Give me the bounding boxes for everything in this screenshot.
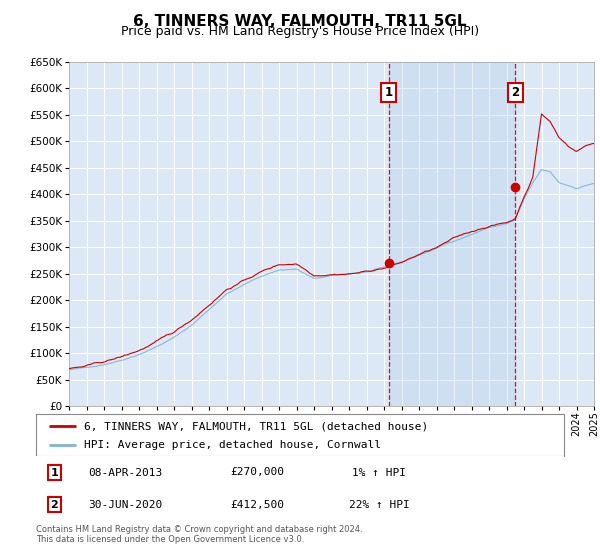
Text: This data is licensed under the Open Government Licence v3.0.: This data is licensed under the Open Gov… — [36, 535, 304, 544]
Text: 22% ↑ HPI: 22% ↑ HPI — [349, 500, 410, 510]
Text: 2: 2 — [50, 500, 58, 510]
Text: 30-JUN-2020: 30-JUN-2020 — [89, 500, 163, 510]
Text: 08-APR-2013: 08-APR-2013 — [89, 468, 163, 478]
Text: £412,500: £412,500 — [231, 500, 285, 510]
Text: 1% ↑ HPI: 1% ↑ HPI — [352, 468, 406, 478]
Text: HPI: Average price, detached house, Cornwall: HPI: Average price, detached house, Corn… — [83, 440, 380, 450]
Text: 6, TINNERS WAY, FALMOUTH, TR11 5GL (detached house): 6, TINNERS WAY, FALMOUTH, TR11 5GL (deta… — [83, 421, 428, 431]
Text: Price paid vs. HM Land Registry's House Price Index (HPI): Price paid vs. HM Land Registry's House … — [121, 25, 479, 38]
Text: £270,000: £270,000 — [231, 468, 285, 478]
Text: Contains HM Land Registry data © Crown copyright and database right 2024.: Contains HM Land Registry data © Crown c… — [36, 525, 362, 534]
Text: 2: 2 — [511, 86, 520, 99]
Text: 6, TINNERS WAY, FALMOUTH, TR11 5GL: 6, TINNERS WAY, FALMOUTH, TR11 5GL — [133, 14, 467, 29]
Text: 1: 1 — [385, 86, 393, 99]
Bar — [389, 62, 515, 406]
Text: 1: 1 — [50, 468, 58, 478]
